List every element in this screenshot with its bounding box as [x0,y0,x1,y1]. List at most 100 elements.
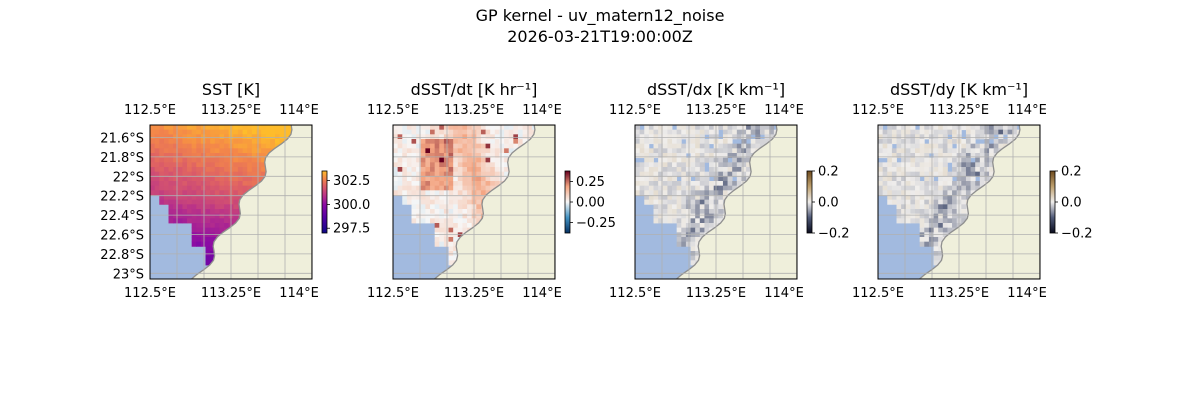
data-cell [191,213,197,219]
data-cell [430,139,436,145]
data-cell [961,143,967,149]
data-cell [159,134,165,140]
data-cell [425,181,431,187]
data-cell [924,218,930,224]
data-cell [676,162,682,168]
data-cell [420,139,426,145]
data-cell [462,190,468,196]
data-cell [177,199,183,205]
data-cell [644,190,650,196]
data-cell [644,125,650,131]
data-cell [420,185,426,191]
data-cell [676,209,682,215]
data-cell [411,134,417,140]
data-cell [718,143,724,149]
data-cell [411,199,417,205]
data-cell [658,162,664,168]
data-cell [924,223,930,229]
data-cell [402,139,408,145]
data-cell [896,181,902,187]
x-tick-label-top: 113.25°E [444,103,504,118]
data-cell [718,218,724,224]
data-cell [942,213,948,219]
data-cell [653,195,659,201]
data-cell [233,171,239,177]
data-cell [915,199,921,205]
land-mass [675,125,797,279]
data-cell [989,157,995,163]
data-cell [695,199,701,205]
data-cell [910,213,916,219]
data-cell [915,185,921,191]
data-cell [200,171,206,177]
data-cell [224,190,230,196]
data-cell [425,213,431,219]
data-cell [764,134,770,140]
data-cell [947,223,953,229]
data-cell [150,167,156,173]
x-tick-label-bottom: 114°E [764,286,804,301]
data-cell [975,162,981,168]
data-cell [704,213,710,219]
data-cell [882,143,888,149]
data-cell [928,218,934,224]
data-cell [722,143,728,149]
data-cell [457,199,463,205]
data-cell [979,167,985,173]
data-cell [961,157,967,163]
data-cell [265,134,271,140]
data-cell [905,162,911,168]
data-cell [237,143,243,149]
data-cell [411,204,417,210]
data-cell [490,162,496,168]
data-cell [191,195,197,201]
data-cell [191,139,197,145]
data-cell [191,176,197,182]
data-cell [416,143,422,149]
data-cell [928,209,934,215]
data-cell [457,148,463,154]
data-cell [878,190,884,196]
data-cell [896,218,902,224]
data-cell [214,134,220,140]
data-cell [685,171,691,177]
data-cell [205,237,211,243]
data-cell [667,143,673,149]
data-cell [961,162,967,168]
data-cell [434,241,440,247]
data-cell [150,157,156,163]
data-cell [393,125,399,131]
data-cell [644,157,650,163]
data-cell [443,167,449,173]
data-cell [928,148,934,154]
data-cell [443,143,449,149]
data-cell [653,176,659,182]
data-cell [406,153,412,159]
data-cell [970,153,976,159]
data-cell [163,167,169,173]
data-cell [224,162,230,168]
data-cell [653,204,659,210]
data-cell [639,134,645,140]
data-cell [746,167,752,173]
data-cell [690,227,696,233]
data-cell [256,148,262,154]
data-cell [891,176,897,182]
data-cell [476,167,482,173]
data-cell [430,148,436,154]
data-cell [690,134,696,140]
data-cell [685,129,691,135]
data-cell [224,195,230,201]
data-cell [453,143,459,149]
data-cell [653,209,659,215]
data-cell [975,129,981,135]
data-cell [915,204,921,210]
data-cell [919,134,925,140]
data-cell [406,143,412,149]
data-cell [882,190,888,196]
data-cell [242,143,248,149]
data-cell [639,190,645,196]
data-cell [891,162,897,168]
data-cell [681,204,687,210]
data-cell [462,139,468,145]
